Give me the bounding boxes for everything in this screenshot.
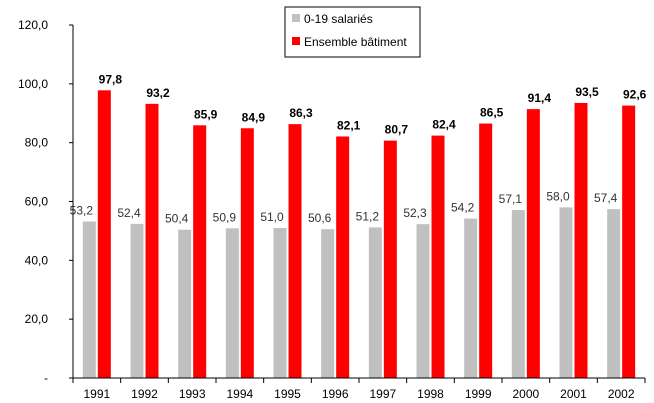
data-label-small-firms: 52,3 bbox=[403, 206, 427, 220]
y-tick-label: 100,0 bbox=[18, 77, 48, 91]
bar-small-firms bbox=[178, 230, 191, 378]
data-label-all-building: 93,5 bbox=[575, 85, 599, 99]
data-label-all-building: 93,2 bbox=[146, 86, 170, 100]
bar-small-firms bbox=[512, 210, 525, 378]
data-label-all-building: 92,6 bbox=[623, 88, 647, 102]
data-label-small-firms: 57,1 bbox=[499, 192, 523, 206]
bar-all-building bbox=[479, 124, 492, 378]
x-category-label: 1996 bbox=[322, 387, 349, 401]
x-axis-ticks: 1991 1992 1993 1994 1995 1996 1997 1998 1999 2000… bbox=[73, 378, 645, 401]
x-category-label: 2000 bbox=[512, 387, 539, 401]
data-label-all-building: 84,9 bbox=[242, 110, 266, 124]
bar-small-firms bbox=[226, 228, 239, 378]
y-tick-label: 120,0 bbox=[18, 18, 48, 32]
bar-small-firms bbox=[274, 228, 287, 378]
y-tick-label: 40,0 bbox=[25, 253, 49, 267]
data-label-all-building: 86,3 bbox=[289, 106, 313, 120]
data-label-small-firms: 50,4 bbox=[165, 212, 189, 226]
bar-all-building bbox=[193, 125, 206, 378]
bar-all-building bbox=[98, 90, 111, 378]
bar-small-firms bbox=[560, 207, 573, 378]
x-category-label: 1999 bbox=[465, 387, 492, 401]
data-label-small-firms: 54,2 bbox=[451, 201, 475, 215]
bar-all-building bbox=[146, 104, 159, 378]
data-label-small-firms: 50,9 bbox=[213, 210, 237, 224]
x-category-label: 1995 bbox=[274, 387, 301, 401]
x-category-label: 2001 bbox=[560, 387, 587, 401]
x-category-label: 1997 bbox=[369, 387, 396, 401]
bars bbox=[83, 90, 635, 378]
bar-all-building bbox=[527, 109, 540, 378]
data-label-small-firms: 50,6 bbox=[308, 211, 332, 225]
x-category-label: 1991 bbox=[83, 387, 110, 401]
x-category-label: 1992 bbox=[131, 387, 158, 401]
y-tick-label: 80,0 bbox=[25, 136, 49, 150]
bar-small-firms bbox=[83, 222, 96, 378]
y-tick-label: 20,0 bbox=[25, 312, 49, 326]
x-category-label: 1993 bbox=[179, 387, 206, 401]
data-label-all-building: 82,1 bbox=[337, 118, 361, 132]
legend: 0-19 salariés Ensemble bâtiment bbox=[285, 7, 420, 57]
y-tick-label: 60,0 bbox=[25, 195, 49, 209]
bar-all-building bbox=[336, 136, 349, 378]
legend-swatch-small-firms bbox=[292, 14, 300, 22]
bar-small-firms bbox=[417, 224, 430, 378]
legend-swatch-all-building bbox=[292, 37, 300, 45]
x-category-label: 1994 bbox=[226, 387, 253, 401]
data-label-small-firms: 51,0 bbox=[260, 210, 284, 224]
bar-small-firms bbox=[607, 209, 620, 378]
data-label-all-building: 97,8 bbox=[99, 72, 123, 86]
bar-all-building bbox=[432, 136, 445, 378]
bar-all-building bbox=[241, 128, 254, 378]
legend-label-all-building: Ensemble bâtiment bbox=[304, 35, 407, 49]
bar-all-building bbox=[575, 103, 588, 378]
bar-small-firms bbox=[321, 229, 334, 378]
data-label-all-building: 85,9 bbox=[194, 107, 218, 121]
bar-small-firms bbox=[464, 219, 477, 378]
x-category-label: 2002 bbox=[608, 387, 635, 401]
bar-all-building bbox=[384, 141, 397, 378]
y-axis-ticks: - 20,0 40,0 60,0 80,0 100,0 120,0 bbox=[18, 18, 73, 385]
data-label-small-firms: 58,0 bbox=[546, 189, 570, 203]
y-tick-label: - bbox=[44, 371, 48, 385]
bar-small-firms bbox=[131, 224, 144, 378]
bar-small-firms bbox=[369, 227, 382, 378]
data-label-all-building: 91,4 bbox=[528, 91, 552, 105]
bar-all-building bbox=[622, 106, 635, 378]
legend-label-small-firms: 0-19 salariés bbox=[304, 12, 373, 26]
bar-all-building bbox=[289, 124, 302, 378]
data-label-all-building: 82,4 bbox=[432, 118, 456, 132]
x-category-label: 1998 bbox=[417, 387, 444, 401]
data-label-small-firms: 52,4 bbox=[117, 206, 141, 220]
data-label-small-firms: 51,2 bbox=[356, 209, 380, 223]
data-label-all-building: 80,7 bbox=[385, 123, 409, 137]
data-label-all-building: 86,5 bbox=[480, 106, 504, 120]
data-label-small-firms: 57,4 bbox=[594, 191, 618, 205]
